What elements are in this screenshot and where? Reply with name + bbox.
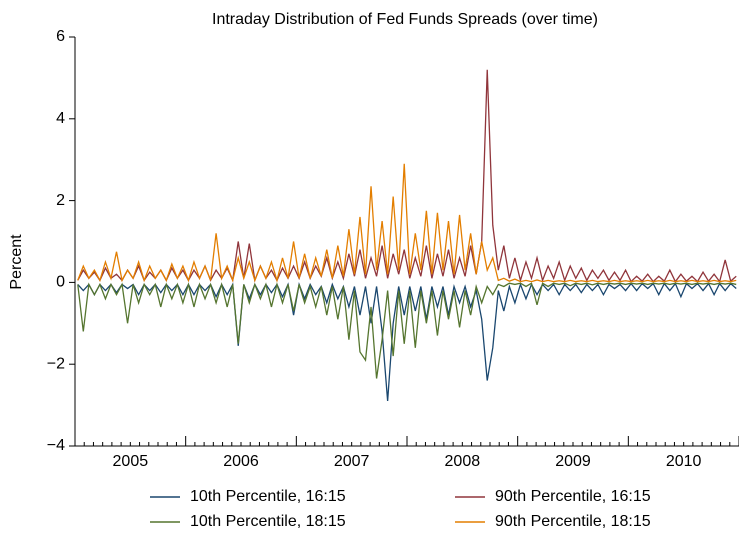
- series-line: [77, 163, 737, 283]
- y-tick-label: 2: [56, 192, 65, 209]
- series-line: [77, 69, 737, 284]
- x-tick-label: 2006: [223, 453, 259, 470]
- chart-title: Intraday Distribution of Fed Funds Sprea…: [212, 11, 598, 28]
- y-tick-label: 6: [56, 28, 65, 45]
- series-line: [77, 281, 737, 379]
- y-axis-label: Percent: [8, 234, 25, 290]
- series-line: [77, 282, 737, 402]
- y-tick-label: 4: [56, 110, 65, 127]
- y-tick-label: 0: [56, 274, 65, 291]
- legend-label: 10th Percentile, 16:15: [190, 488, 346, 505]
- x-tick-label: 2008: [445, 453, 481, 470]
- legend-label: 90th Percentile, 16:15: [495, 488, 651, 505]
- y-tick-label: −2: [47, 355, 65, 372]
- x-tick-label: 2009: [555, 453, 591, 470]
- y-tick-label: −4: [47, 437, 65, 454]
- x-tick-label: 2005: [113, 453, 149, 470]
- x-tick-label: 2007: [334, 453, 370, 470]
- x-tick-label: 2010: [666, 453, 702, 470]
- legend-label: 90th Percentile, 18:15: [495, 513, 651, 530]
- legend-label: 10th Percentile, 18:15: [190, 513, 346, 530]
